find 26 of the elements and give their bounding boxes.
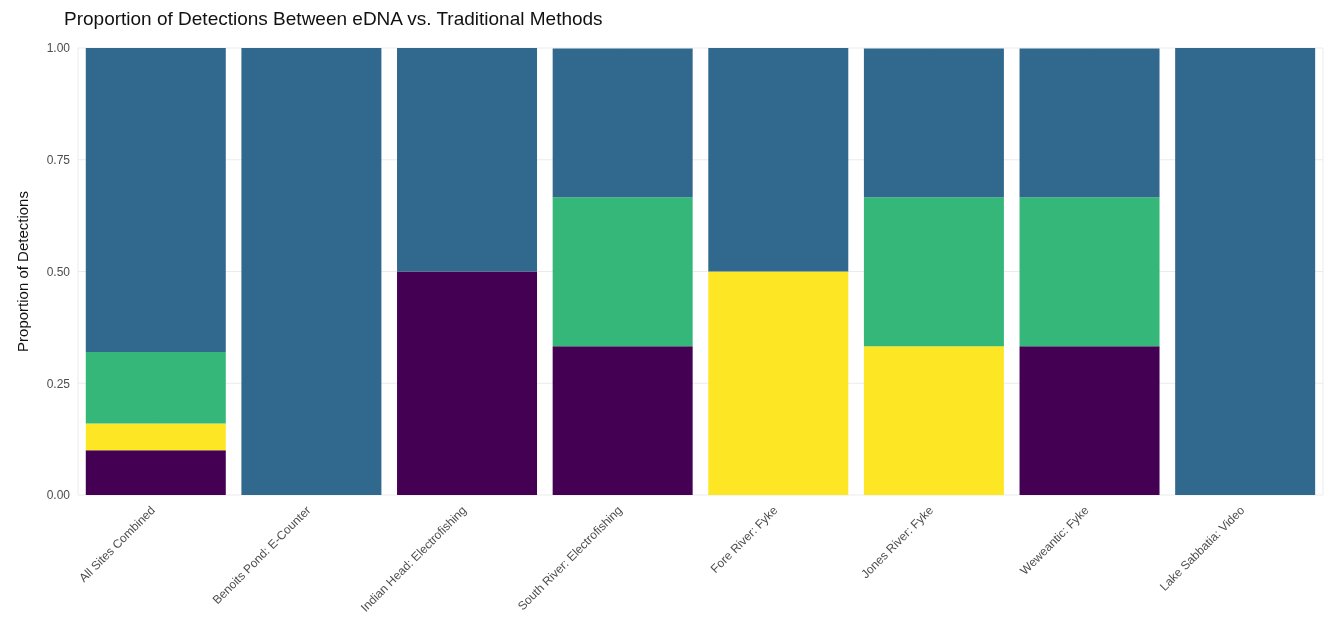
bar — [708, 48, 849, 272]
bar — [708, 271, 849, 495]
y-tick-label: 1.00 — [46, 41, 71, 56]
bar — [863, 197, 1004, 347]
y-axis-title: Proportion of Detections — [14, 191, 32, 352]
bar — [85, 450, 226, 495]
bar — [1019, 346, 1160, 495]
chart-title: Proportion of Detections Between eDNA vs. Traditional Methods — [64, 8, 603, 30]
bar — [85, 351, 226, 424]
bar — [863, 48, 1004, 198]
bar — [1019, 197, 1160, 347]
bar — [397, 271, 538, 495]
y-tick-label: 0.00 — [46, 488, 71, 503]
bar — [1175, 48, 1316, 495]
bar — [1019, 48, 1160, 198]
bar — [552, 346, 693, 495]
y-tick-label: 0.50 — [46, 264, 71, 279]
y-tick-label: 0.75 — [46, 153, 71, 168]
bar — [241, 48, 382, 495]
bar — [863, 346, 1004, 495]
bar — [85, 423, 226, 451]
bar — [397, 48, 538, 272]
bar — [552, 48, 693, 198]
y-tick-label: 0.25 — [46, 376, 71, 391]
bar — [552, 197, 693, 347]
bar — [85, 48, 226, 352]
